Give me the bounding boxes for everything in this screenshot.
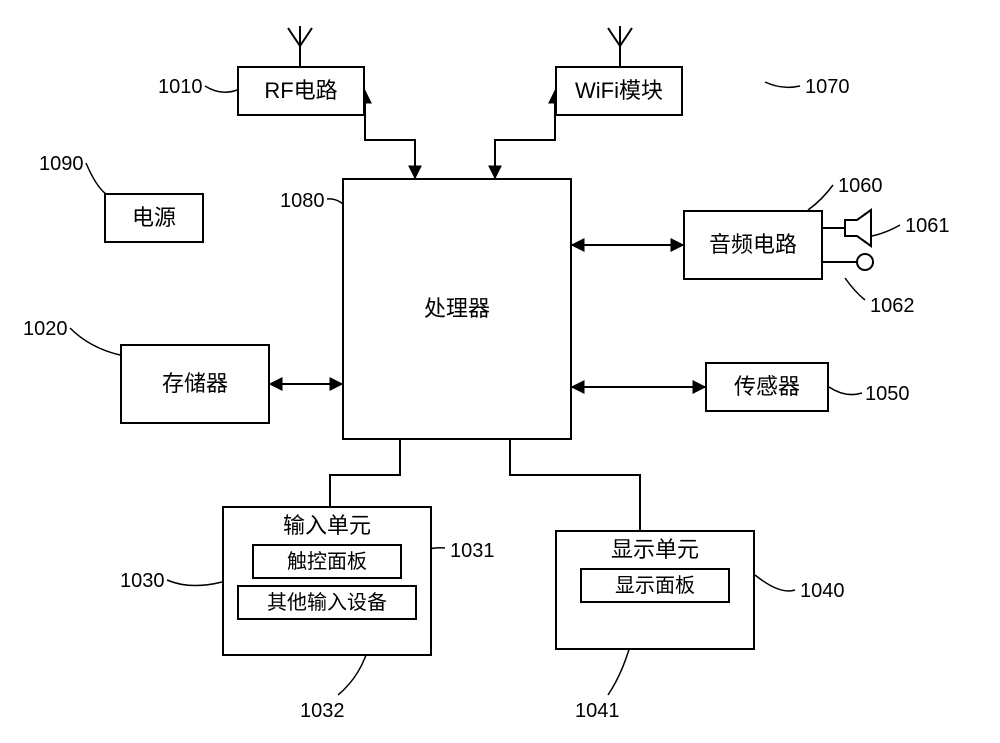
block-audio: 音频电路 <box>683 210 823 280</box>
label-l1080: 1080 <box>280 190 325 213</box>
block-memory: 存储器 <box>120 344 270 424</box>
block-sensor: 传感器 <box>705 362 829 412</box>
connector-5 <box>330 440 400 506</box>
block-cpu-label: 处理器 <box>424 297 490 321</box>
label-l1070: 1070 <box>805 76 850 99</box>
block-power: 电源 <box>104 193 204 243</box>
block-memory-label: 存储器 <box>162 372 228 396</box>
block-power-label: 电源 <box>132 206 176 230</box>
label-l1060: 1060 <box>838 175 883 198</box>
block-wifi: WiFi模块 <box>555 66 683 116</box>
label-l1050: 1050 <box>865 383 910 406</box>
block-display-label: 显示单元 <box>611 538 699 562</box>
block-wifi-label: WiFi模块 <box>575 79 663 103</box>
callout-12 <box>755 575 795 591</box>
label-l1041: 1041 <box>575 700 620 723</box>
label-l1040: 1040 <box>800 580 845 603</box>
block-input: 输入单元触控面板其他输入设备 <box>222 506 432 656</box>
block-display: 显示单元显示面板 <box>555 530 755 650</box>
label-l1030: 1030 <box>120 570 165 593</box>
block-cpu: 处理器 <box>342 178 572 440</box>
label-l1062: 1062 <box>870 295 915 318</box>
label-l1020: 1020 <box>23 318 68 341</box>
block-sensor-label: 传感器 <box>734 375 800 399</box>
label-l1090: 1090 <box>39 153 84 176</box>
connector-1 <box>495 91 555 178</box>
callout-0 <box>205 86 237 92</box>
callout-5 <box>808 185 833 210</box>
callout-6 <box>872 225 900 236</box>
block-display-sub-0-label: 显示面板 <box>615 575 695 597</box>
label-l1061: 1061 <box>905 215 950 238</box>
speaker-icon <box>845 210 871 246</box>
callout-2 <box>86 163 106 194</box>
block-display-sub-0: 显示面板 <box>580 568 730 603</box>
callout-1 <box>765 82 800 87</box>
callout-9 <box>167 580 222 586</box>
antenna-0 <box>288 26 312 66</box>
block-rf: RF电路 <box>237 66 365 116</box>
label-l1031: 1031 <box>450 540 495 563</box>
connector-0 <box>365 91 415 178</box>
mic-icon <box>857 254 873 270</box>
block-input-label: 输入单元 <box>283 514 371 538</box>
block-input-sub-1: 其他输入设备 <box>237 585 417 620</box>
label-l1032: 1032 <box>300 700 345 723</box>
block-input-sub-1-label: 其他输入设备 <box>267 592 387 614</box>
callout-8 <box>829 387 862 395</box>
antenna-1 <box>608 26 632 66</box>
label-l1010: 1010 <box>158 76 203 99</box>
callout-7 <box>845 278 865 300</box>
block-input-sub-0: 触控面板 <box>252 544 402 579</box>
callout-4 <box>70 328 120 355</box>
connector-6 <box>510 440 640 530</box>
block-rf-label: RF电路 <box>264 79 337 103</box>
block-input-sub-0-label: 触控面板 <box>287 551 367 573</box>
block-audio-label: 音频电路 <box>709 233 797 257</box>
